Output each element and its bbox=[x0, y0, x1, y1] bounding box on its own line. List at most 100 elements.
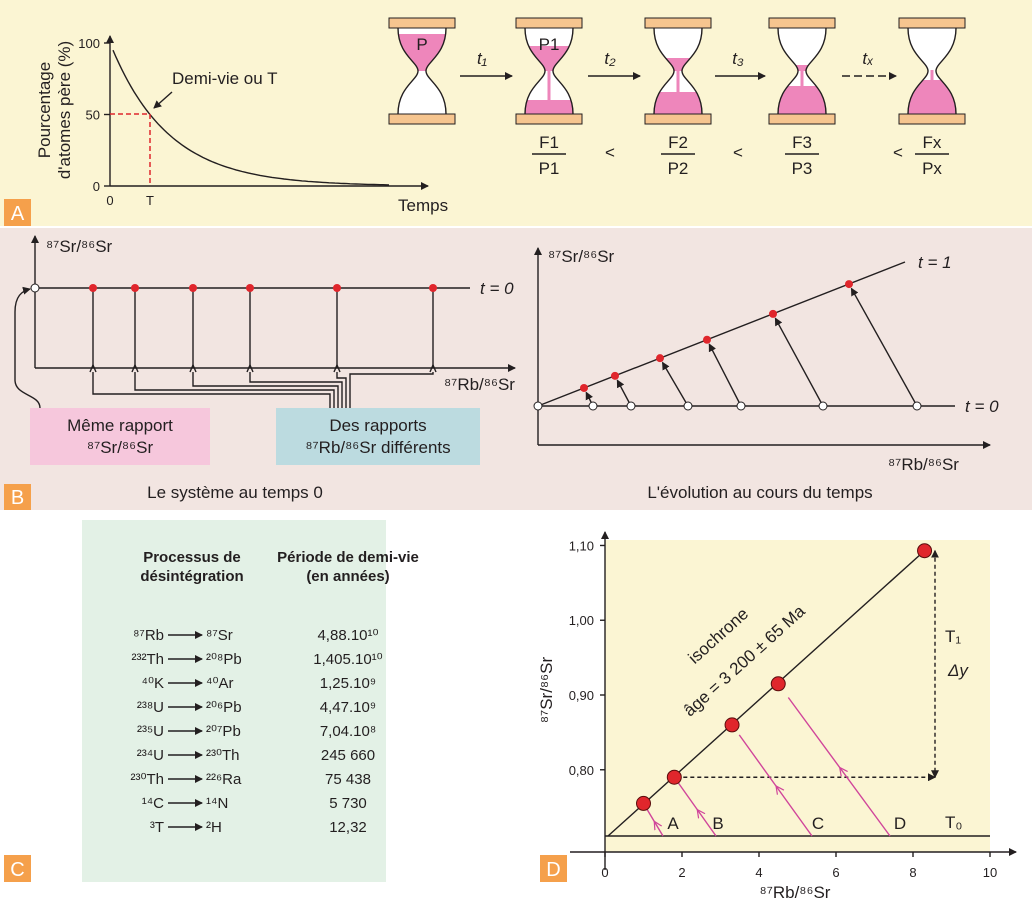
sample-point bbox=[429, 284, 437, 292]
box-line: Même rapport bbox=[67, 416, 173, 435]
step-label: t₂ bbox=[604, 49, 616, 68]
tick-arrow bbox=[333, 363, 341, 373]
evolved-point bbox=[703, 335, 711, 344]
t1-label: T₁ bbox=[945, 627, 961, 646]
hourglasses: P P1 bbox=[388, 17, 966, 125]
sample-link bbox=[192, 372, 339, 408]
sample-link bbox=[336, 372, 347, 408]
annotation: Demi-vie ou T bbox=[172, 69, 278, 88]
x-axis-title: ⁸⁷Rb/⁸⁶Sr bbox=[760, 883, 831, 902]
initial-point bbox=[626, 401, 636, 411]
y-title-line: d'atomes père (%) bbox=[55, 41, 74, 179]
t1-label: t = 1 bbox=[918, 253, 952, 272]
evolution-arrow bbox=[850, 287, 918, 407]
y-tick-label: 0,90 bbox=[569, 688, 594, 703]
y-axis-title: ⁸⁷Sr/⁸⁶Sr bbox=[537, 657, 556, 724]
isochrone bbox=[607, 550, 926, 837]
initial-point bbox=[588, 401, 598, 411]
t0-label: t = 0 bbox=[965, 397, 999, 416]
half-life: 4,47.10⁹ bbox=[320, 699, 376, 716]
y-axis-title: ⁸⁷Sr/⁸⁶Sr bbox=[548, 247, 615, 266]
sample-point bbox=[189, 284, 197, 292]
data-point bbox=[666, 769, 682, 785]
tick-arrow bbox=[189, 363, 197, 373]
evolved-point bbox=[769, 309, 777, 318]
data-point bbox=[724, 717, 740, 733]
ratio-denominator: P1 bbox=[539, 159, 560, 178]
evolution-arrow bbox=[774, 317, 824, 407]
caption: L'évolution au cours du temps bbox=[647, 483, 872, 502]
box-line: ⁸⁷Rb/⁸⁶Sr différents bbox=[305, 438, 450, 457]
header-line: Période de demi-vie bbox=[277, 549, 419, 566]
delta-label: Δy bbox=[947, 661, 969, 680]
frame-top bbox=[515, 17, 583, 29]
parent-isotope: ¹⁴C bbox=[142, 795, 164, 812]
hourglass-label: P bbox=[416, 35, 427, 54]
header-line: désintégration bbox=[140, 568, 243, 585]
ratio-numerator: F2 bbox=[668, 133, 688, 152]
evolved-point bbox=[611, 371, 619, 380]
box-same-text: Même rapport ⁸⁷Sr/⁸⁶Sr bbox=[67, 416, 173, 457]
daughter-isotope: ⁸⁷Sr bbox=[206, 627, 233, 644]
t0-label: t = 0 bbox=[480, 279, 514, 298]
y-tick-label: 0 bbox=[93, 179, 100, 194]
x-tick-label: 8 bbox=[909, 865, 916, 880]
sample-point bbox=[89, 284, 97, 292]
daughter-isotope: ²²⁶Ra bbox=[206, 771, 242, 788]
sample-point bbox=[333, 284, 341, 292]
sand-stream bbox=[676, 70, 680, 114]
t0-label: T₀ bbox=[945, 813, 962, 832]
parent-isotope: ²³⁴U bbox=[137, 747, 164, 764]
panel-label: A bbox=[11, 203, 25, 225]
ratio-numerator: F3 bbox=[792, 133, 812, 152]
hourglass-label: P1 bbox=[539, 35, 560, 54]
data-point bbox=[636, 795, 651, 811]
box-same bbox=[30, 408, 210, 465]
panel-label: B bbox=[11, 487, 24, 509]
table-bg bbox=[82, 520, 386, 882]
half-life: 7,04.10⁸ bbox=[320, 723, 376, 740]
table-rows: ⁸⁷Rb ⁸⁷Sr 4,88.10¹⁰ ²³²Th ²⁰⁸Pb 1,405.10¹⁰ ⁴⁰K… bbox=[130, 627, 382, 836]
half-life: 5 730 bbox=[329, 795, 367, 812]
annotation-arrow bbox=[153, 91, 173, 109]
header-line: Processus de bbox=[143, 549, 241, 566]
frame-bottom bbox=[388, 113, 456, 125]
tick-arrow bbox=[89, 363, 97, 373]
samples-t0 bbox=[89, 284, 437, 408]
step-label: tₓ bbox=[862, 49, 874, 68]
glass-outline bbox=[524, 27, 574, 115]
ratio-numerator: F1 bbox=[539, 133, 559, 152]
comparator: < bbox=[605, 143, 615, 162]
daughter-isotope: ²⁰⁶Pb bbox=[206, 699, 242, 716]
panel-label-box bbox=[540, 855, 567, 882]
sample-point bbox=[246, 284, 254, 292]
sample-label: A bbox=[667, 814, 679, 833]
box-line: ⁸⁷Sr/⁸⁶Sr bbox=[87, 438, 154, 457]
frame-top bbox=[768, 17, 836, 29]
frame-bottom bbox=[644, 113, 712, 125]
daughter-isotope: ²³⁰Th bbox=[206, 747, 240, 764]
half-life: 75 438 bbox=[325, 771, 371, 788]
half-life-guide bbox=[110, 113, 151, 186]
x-axis-title: Temps bbox=[398, 196, 448, 215]
step-label: t₁ bbox=[477, 49, 487, 68]
half-life: 1,25.10⁹ bbox=[320, 675, 376, 692]
initial-point bbox=[736, 401, 746, 411]
parent-isotope: ⁸⁷Rb bbox=[133, 627, 164, 644]
sample-link bbox=[249, 372, 343, 408]
half-life: 4,88.10¹⁰ bbox=[317, 627, 378, 644]
frame-top bbox=[388, 17, 456, 29]
sample-label: B bbox=[712, 814, 723, 833]
x-tick-label: 6 bbox=[832, 865, 839, 880]
box-diff-text: Des rapports ⁸⁷Rb/⁸⁶Sr différents bbox=[305, 416, 450, 457]
daughter-isotope: ²H bbox=[206, 819, 222, 836]
x-tick-label: T bbox=[146, 193, 154, 208]
sand-stream bbox=[547, 70, 551, 114]
samples-evolution bbox=[533, 280, 922, 411]
isochron-plot: 0 2 4 6 8 10 0,80 0,90 1,00 1,10 A B C D bbox=[569, 538, 998, 880]
sand-stream bbox=[930, 70, 934, 114]
y-tick-label: 1,10 bbox=[569, 538, 594, 553]
tick-arrow bbox=[246, 363, 254, 373]
y-axis-title: Pourcentaged'atomes père (%) bbox=[35, 41, 74, 179]
